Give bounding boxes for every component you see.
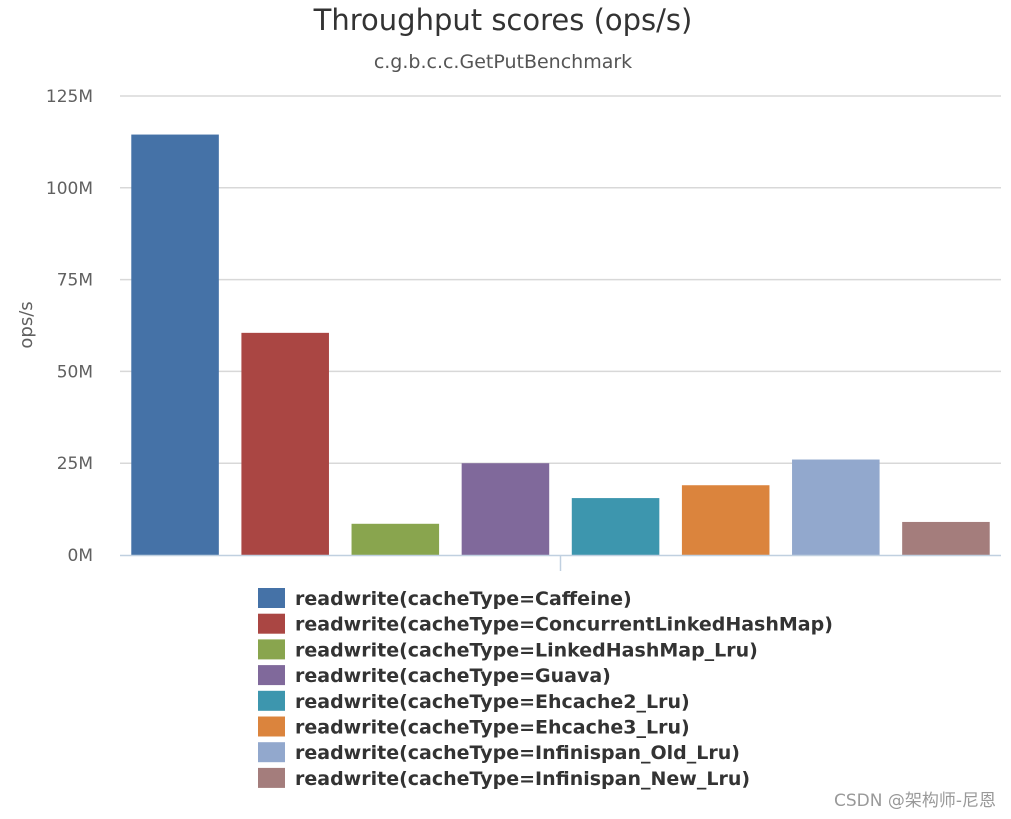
legend-label: readwrite(cacheType=Guava) bbox=[295, 665, 611, 687]
chart-title: Throughput scores (ops/s) bbox=[313, 3, 693, 37]
legend-label: readwrite(cacheType=LinkedHashMap_Lru) bbox=[295, 639, 758, 661]
y-tick-label: 75M bbox=[57, 271, 93, 291]
legend-label: readwrite(cacheType=Ehcache3_Lru) bbox=[295, 717, 690, 739]
legend-swatch bbox=[258, 613, 285, 634]
legend-swatch bbox=[258, 716, 285, 737]
legend-label: readwrite(cacheType=Ehcache2_Lru) bbox=[295, 691, 690, 713]
legend-swatch bbox=[258, 665, 285, 686]
legend-swatch bbox=[258, 767, 285, 788]
legend-label: readwrite(cacheType=Infinispan_New_Lru) bbox=[295, 768, 750, 790]
y-tick-label: 125M bbox=[46, 87, 93, 107]
legend-swatch bbox=[258, 639, 285, 660]
legend-swatch bbox=[258, 690, 285, 711]
y-tick-label: 25M bbox=[57, 454, 93, 474]
legend-label: readwrite(cacheType=Caffeine) bbox=[295, 588, 632, 610]
bar bbox=[571, 498, 660, 555]
legend: readwrite(cacheType=Caffeine) readwrite(c… bbox=[258, 588, 833, 790]
bars bbox=[131, 134, 990, 555]
bar bbox=[351, 523, 440, 555]
legend-swatch bbox=[258, 742, 285, 763]
bar bbox=[902, 521, 990, 555]
legend-label: readwrite(cacheType=ConcurrentLinkedHash… bbox=[295, 614, 833, 636]
watermark: CSDN @架构师-尼恩 bbox=[834, 791, 996, 811]
bar bbox=[461, 463, 550, 555]
y-tick-label: 100M bbox=[46, 179, 93, 199]
bar bbox=[131, 134, 219, 555]
bar bbox=[792, 459, 880, 555]
x-axis bbox=[120, 554, 1001, 571]
legend-label: readwrite(cacheType=Infinispan_Old_Lru) bbox=[295, 742, 740, 764]
legend-swatch bbox=[258, 588, 285, 608]
bar bbox=[681, 485, 770, 555]
y-tick-label: 50M bbox=[57, 362, 93, 382]
chart-subtitle: c.g.b.c.c.GetPutBenchmark bbox=[374, 51, 632, 73]
y-tick-label: 0M bbox=[68, 546, 93, 566]
bar bbox=[241, 332, 329, 555]
y-axis-title: ops/s bbox=[16, 301, 37, 348]
